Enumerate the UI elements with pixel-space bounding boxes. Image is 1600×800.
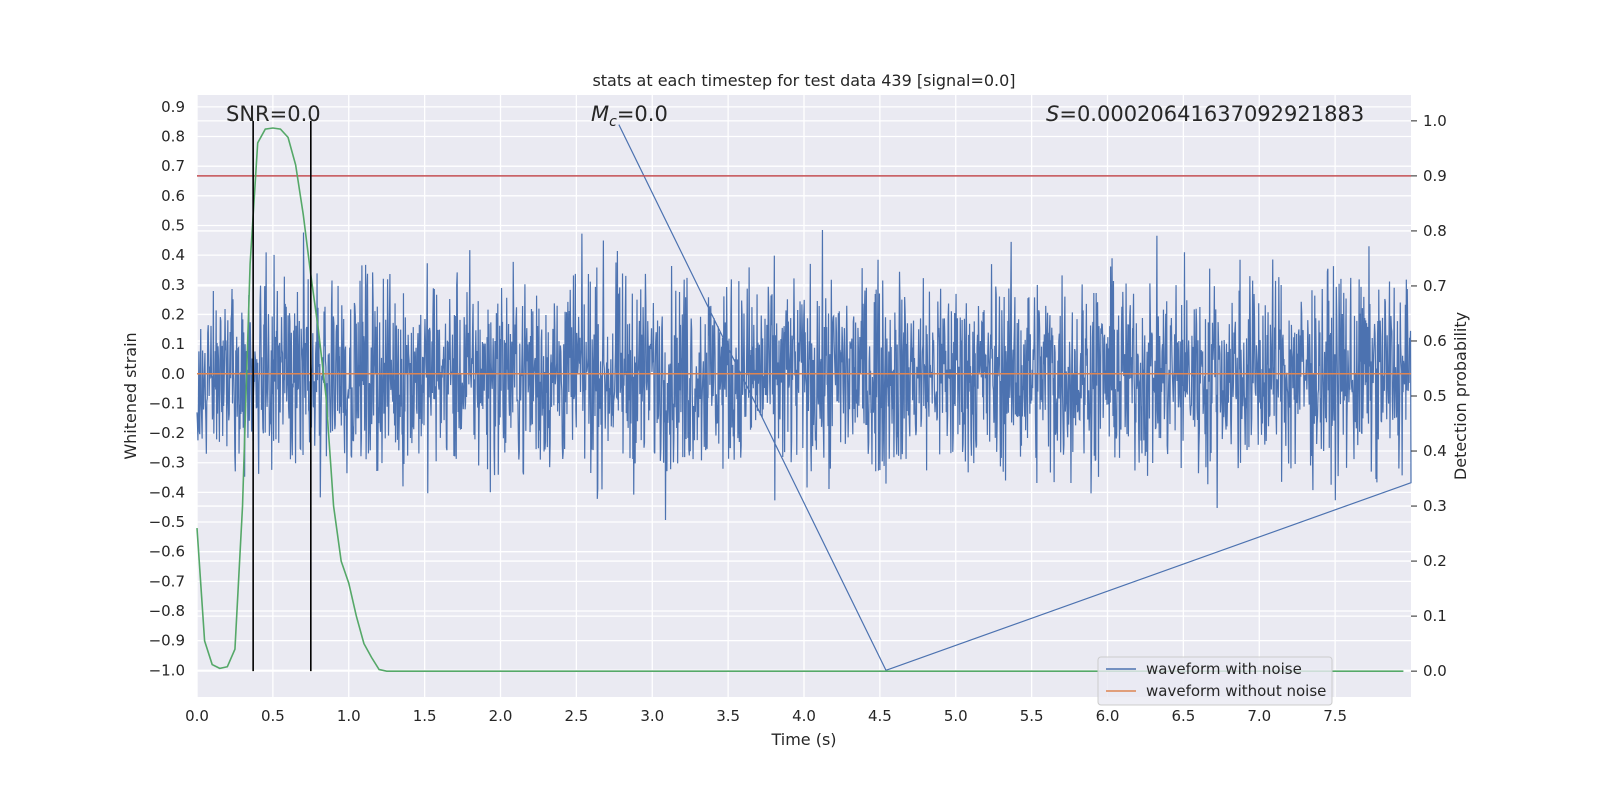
legend-box: [1097, 656, 1333, 706]
mc-annotation: Mc=0.0: [591, 102, 668, 130]
y-tick-label: 0.8: [161, 128, 185, 146]
y-right-tick-label: 0.2: [1423, 552, 1447, 570]
y-tick-label: −0.6: [149, 543, 185, 561]
y-tick-label: 0.0: [161, 365, 185, 383]
x-tick-label: 2.5: [564, 707, 588, 725]
y-right-axis-label: Detection probability: [1451, 312, 1470, 480]
noise-waveform: [196, 124, 1412, 672]
s-value: =0.00020641637092921883: [1059, 102, 1364, 126]
x-tick-label: 7.0: [1247, 707, 1271, 725]
x-tick-label: 5.5: [1020, 707, 1044, 725]
y-right-tick-label: 0.8: [1423, 222, 1447, 240]
x-tick-label: 0.5: [261, 707, 285, 725]
y-tick-label: −0.7: [149, 572, 185, 590]
mc-value: =0.0: [617, 102, 668, 126]
y-right-tick-label: 0.3: [1423, 497, 1447, 515]
y-tick-label: 0.7: [161, 157, 185, 175]
x-tick-label: 3.0: [640, 707, 664, 725]
y-tick-label: −0.5: [149, 513, 185, 531]
chart-marks: [196, 120, 1411, 672]
mc-subscript: c: [609, 114, 617, 130]
y-tick-label: −0.3: [149, 454, 185, 472]
x-tick-label: 3.5: [716, 707, 740, 725]
y-tick-label: 0.5: [161, 216, 185, 234]
y-tick-label: 0.6: [161, 187, 185, 205]
y-tick-label: −0.1: [149, 394, 185, 412]
s-symbol: S: [1046, 102, 1059, 126]
y-tick-label: −0.4: [149, 483, 185, 501]
x-tick-label: 4.0: [792, 707, 816, 725]
x-tick-label: 0.0: [185, 707, 209, 725]
legend-label-noise: waveform with noise: [1146, 660, 1302, 678]
s-annotation: S=0.00020641637092921883: [1046, 102, 1364, 126]
x-tick-label: 7.5: [1323, 707, 1347, 725]
y-axis-label: Whitened strain: [121, 332, 140, 459]
y-right-tick-label: 1.0: [1423, 112, 1447, 130]
x-axis-ticks: 0.0 0.5 1.0 1.5 2.0 2.5 3.0 3.5 4.0 4.5 5.0 5.5 6.0 6…: [185, 707, 1347, 725]
y-axis-ticks: 0.9 0.8 0.7 0.6 0.5 0.4 0.3 0.2 0.1 0.0 −0.1 −0.2 −0…: [149, 98, 185, 679]
snr-annotation: SNR=0.0: [226, 102, 321, 126]
y-right-tick-label: 0.7: [1423, 277, 1447, 295]
y-tick-label: 0.1: [161, 335, 185, 353]
y-tick-label: −1.0: [149, 661, 185, 679]
mc-symbol: M: [591, 102, 609, 126]
y-right-tick-label: 0.0: [1423, 662, 1447, 680]
y-tick-label: 0.3: [161, 276, 185, 294]
x-tick-label: 2.0: [489, 707, 513, 725]
x-tick-label: 5.0: [944, 707, 968, 725]
x-tick-label: 6.0: [1096, 707, 1120, 725]
x-tick-label: 6.5: [1171, 707, 1195, 725]
y-tick-label: −0.8: [149, 602, 185, 620]
y-right-tick-label: 0.9: [1423, 167, 1447, 185]
y-right-axis-ticks: 1.0 0.9 0.8 0.7 0.6 0.5 0.4 0.3 0.2 0.1 0.0: [1411, 112, 1447, 680]
x-tick-label: 4.5: [868, 707, 892, 725]
y-tick-label: 0.9: [161, 98, 185, 116]
y-right-tick-label: 0.4: [1423, 442, 1447, 460]
y-right-tick-label: 0.5: [1423, 387, 1447, 405]
legend: waveform with noise waveform without noi…: [1097, 656, 1333, 706]
y-tick-label: 0.4: [161, 246, 185, 264]
noisy-waveform-line: [196, 124, 1412, 672]
y-tick-label: −0.9: [149, 632, 185, 650]
y-tick-label: −0.2: [149, 424, 185, 442]
x-tick-label: 1.5: [413, 707, 437, 725]
legend-label-clean: waveform without noise: [1146, 682, 1326, 700]
x-tick-label: 1.0: [337, 707, 361, 725]
y-tick-label: 0.2: [161, 305, 185, 323]
chart-title: stats at each timestep for test data 439…: [592, 71, 1015, 90]
x-axis-label: Time (s): [770, 730, 836, 749]
y-right-tick-label: 0.1: [1423, 607, 1447, 625]
y-right-tick-label: 0.6: [1423, 332, 1447, 350]
detection-probability-line: [196, 127, 1404, 672]
